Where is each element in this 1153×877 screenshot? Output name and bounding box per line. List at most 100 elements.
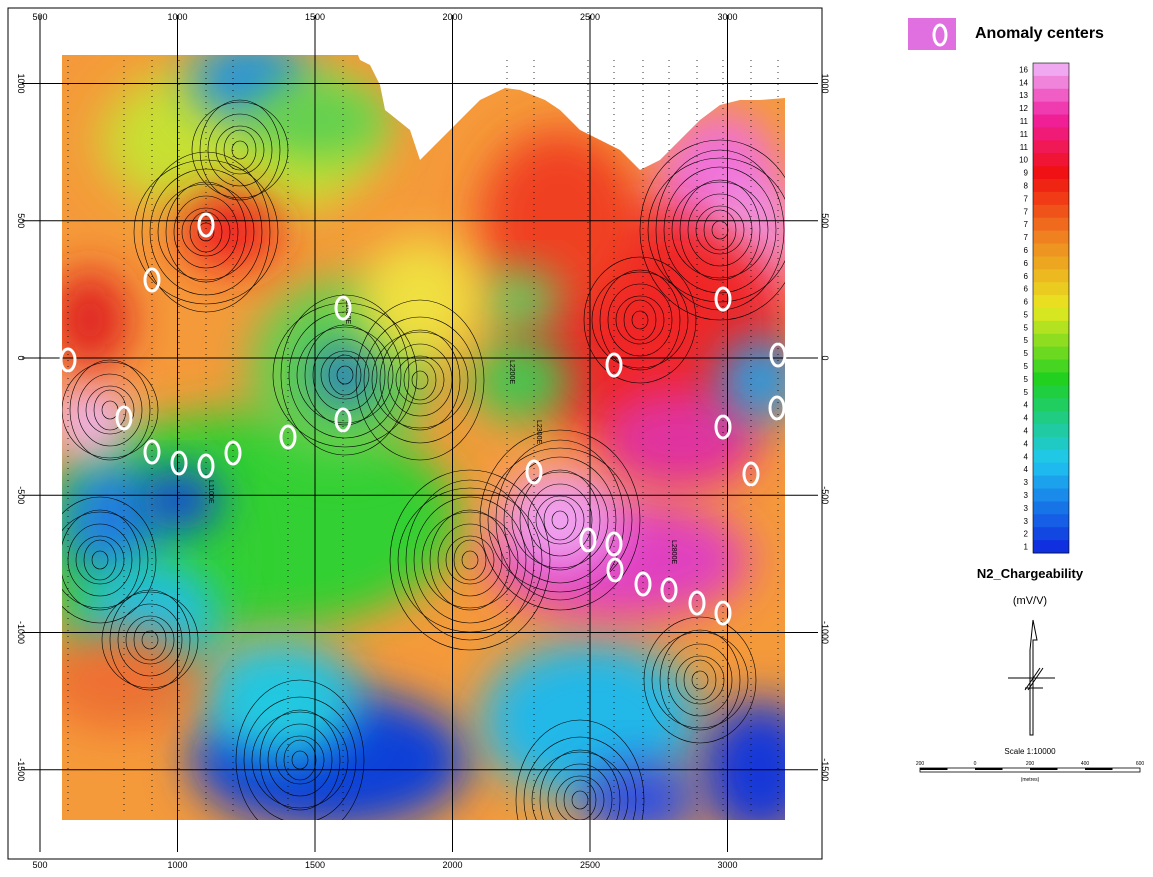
color-bar-label: 5: [1024, 375, 1029, 384]
x-tick-label-top: 2500: [580, 12, 600, 22]
anomaly-center: [525, 459, 543, 485]
contour: [291, 750, 309, 770]
anomaly-center: [115, 405, 133, 431]
color-bar: 1614131211111110987777666665555555444444…: [1019, 62, 1070, 554]
color-bar-label: 7: [1024, 207, 1029, 216]
contour: [643, 616, 757, 744]
y-tick-label: 500: [16, 213, 26, 228]
contour: [663, 166, 777, 294]
surface-blob: [62, 270, 130, 370]
contour: [267, 723, 333, 797]
contour: [675, 655, 725, 705]
color-swatch: [1033, 359, 1069, 373]
y-tick-label-right: 500: [820, 213, 830, 228]
variable-name: N2_Chargeability: [977, 566, 1084, 581]
anomaly-center: [334, 407, 352, 433]
anomaly-centers: [59, 212, 787, 626]
surface-blob: [62, 380, 130, 460]
x-tick-label: 1000: [167, 860, 187, 870]
line-label: L2300E: [535, 420, 542, 444]
color-swatch: [1033, 436, 1069, 451]
anomaly-center: [170, 450, 188, 476]
anomaly-center: [688, 590, 706, 616]
y-tick-label-right: 0: [820, 355, 830, 360]
y-tick-label: -1000: [16, 621, 26, 644]
contour: [231, 140, 249, 160]
contour: [75, 535, 125, 585]
color-swatch: [1033, 295, 1069, 309]
contour: [215, 125, 265, 175]
color-bar-label: 10: [1019, 156, 1028, 165]
contour: [355, 299, 485, 461]
color-bar-label: 6: [1024, 272, 1029, 281]
contour: [659, 629, 741, 731]
color-swatch: [1033, 140, 1069, 154]
anomaly-center: [224, 440, 242, 466]
color-bar-label: 4: [1024, 465, 1029, 474]
contour: [591, 271, 689, 369]
color-swatch: [1033, 333, 1069, 348]
contour: [531, 751, 629, 820]
color-bar-label: 13: [1019, 91, 1028, 100]
contour: [687, 193, 753, 267]
color-swatch: [1033, 501, 1069, 515]
contour: [547, 763, 613, 820]
contour: [639, 139, 785, 321]
contour: [93, 389, 127, 431]
color-bar-label: 5: [1024, 336, 1029, 345]
contour: [296, 326, 394, 424]
contour: [288, 311, 402, 439]
color-bar-label: 4: [1024, 427, 1029, 436]
contour: [320, 350, 370, 400]
contour: [91, 550, 109, 570]
contour: [259, 709, 341, 811]
contour: [631, 310, 649, 330]
color-bar-label: 16: [1019, 65, 1028, 74]
contour: [607, 283, 673, 357]
contour: [413, 496, 527, 624]
contour: [62, 511, 149, 609]
color-swatch: [1033, 385, 1069, 399]
contour: [703, 209, 737, 251]
color-swatch: [1033, 424, 1069, 438]
contour: [691, 670, 709, 690]
color-swatch: [1033, 230, 1069, 245]
contour: [683, 659, 717, 701]
contour: [181, 207, 231, 257]
scale-seg: [1030, 768, 1058, 770]
color-bar-label: 5: [1024, 349, 1029, 358]
contour: [563, 779, 597, 820]
anomaly-swatch: [908, 18, 956, 50]
contour: [371, 331, 469, 429]
color-bar-label: 12: [1019, 104, 1028, 113]
color-bar-label: 5: [1024, 310, 1029, 319]
color-bar-label: 2: [1024, 530, 1029, 539]
color-bar-label: 3: [1024, 478, 1029, 487]
color-bar-label: 8: [1024, 182, 1029, 191]
color-swatch: [1033, 527, 1069, 541]
contour: [461, 550, 479, 570]
color-bar-label: 4: [1024, 439, 1029, 448]
color-swatch: [1033, 475, 1069, 490]
surface-blob: [200, 640, 360, 760]
contour: [495, 439, 625, 601]
color-bar-label: 5: [1024, 388, 1029, 397]
color-swatch: [1033, 256, 1069, 270]
y-tick-label-right: 1000: [820, 73, 830, 93]
survey-lines: L1600E L2200E L2300E L1100E L2800E: [67, 60, 779, 815]
x-tick-label: 500: [32, 860, 47, 870]
contour: [519, 469, 601, 571]
contour: [429, 509, 511, 611]
color-bar-label: 5: [1024, 362, 1029, 371]
color-bar-label: 7: [1024, 220, 1029, 229]
color-swatch: [1033, 398, 1069, 412]
contour: [599, 269, 681, 371]
contour: [379, 329, 461, 431]
contour: [283, 739, 317, 781]
scale-bar: 200 0 200 400 600: [916, 761, 1144, 773]
surface-blob: [480, 130, 640, 310]
y-tick-label-right: -1500: [820, 758, 830, 781]
contour: [83, 539, 117, 581]
contour: [445, 535, 495, 585]
